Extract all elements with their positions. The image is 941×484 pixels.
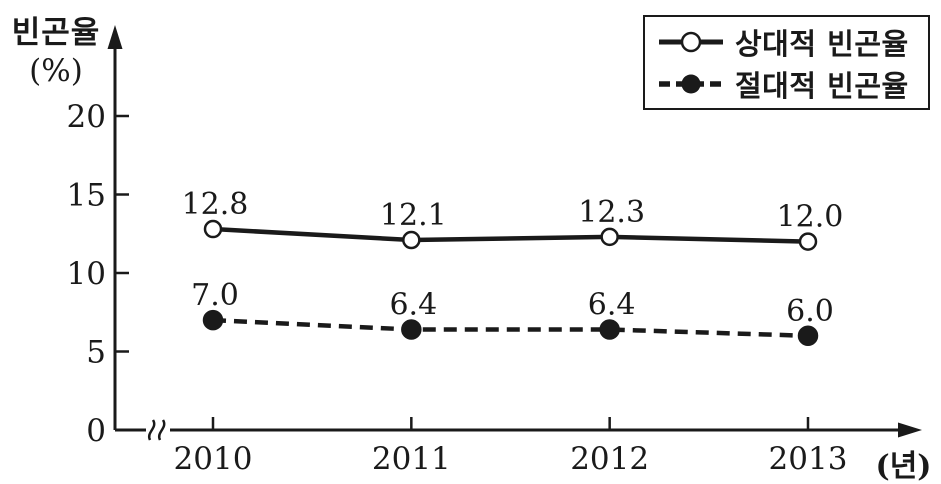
y-axis-title-text: 빈곤율 — [11, 15, 101, 51]
y-tick-label-5: 5 — [86, 335, 106, 371]
relative-value-label-2012: 12.3 — [578, 195, 645, 230]
legend: 상대적 빈곤율 절대적 빈곤율 — [643, 15, 930, 110]
x-tick-label-2013: 2013 — [769, 441, 848, 477]
dashed-line-filled-circle-icon — [659, 74, 723, 94]
legend-item-relative: 상대적 빈곤율 — [657, 21, 918, 63]
x-tick-label-2010: 2010 — [174, 441, 253, 477]
x-tick-label-2012: 2012 — [570, 441, 649, 477]
y-tick-label-0: 0 — [86, 413, 106, 449]
solid-line-open-circle-icon — [659, 31, 723, 53]
y-tick-label-10: 10 — [67, 256, 106, 292]
absolute-point-2013 — [797, 325, 819, 347]
relative-point-2010 — [203, 219, 223, 239]
absolute-point-2011 — [401, 319, 422, 340]
absolute-point-2010 — [202, 309, 224, 331]
x-axis-arrow — [898, 422, 922, 438]
x-axis-unit-label: (년) — [875, 449, 932, 484]
legend-item-absolute: 절대적 빈곤율 — [657, 63, 918, 105]
x-tick-label-2011: 2011 — [372, 441, 451, 477]
axis-break-mark — [147, 419, 156, 441]
relative-value-label-2013: 12.0 — [777, 200, 844, 235]
y-axis-arrow — [107, 25, 123, 49]
relative-value-label-2011: 12.1 — [380, 198, 447, 233]
legend-label-relative: 상대적 빈곤율 — [735, 27, 909, 61]
y-axis-unit-label: (%) — [29, 52, 83, 89]
y-axis-title: 빈곤율 (%) — [4, 15, 108, 89]
relative-point-2013 — [798, 232, 818, 251]
axis-break-mark — [157, 419, 166, 441]
absolute-value-label-2010: 7.0 — [191, 278, 239, 313]
absolute-value-label-2011: 6.4 — [389, 288, 437, 323]
relative-series-line — [212, 226, 809, 244]
relative-value-label-2010: 12.8 — [182, 187, 249, 222]
absolute-value-label-2012: 6.4 — [588, 288, 636, 323]
legend-label-absolute: 절대적 빈곤율 — [735, 69, 909, 103]
absolute-series-line — [212, 317, 809, 339]
relative-point-2011 — [402, 230, 421, 250]
relative-point-2012 — [600, 227, 619, 247]
y-tick-label-15: 15 — [67, 178, 106, 214]
absolute-point-2012 — [599, 319, 620, 340]
absolute-value-label-2013: 6.0 — [786, 294, 834, 329]
y-tick-label-20: 20 — [67, 99, 106, 135]
